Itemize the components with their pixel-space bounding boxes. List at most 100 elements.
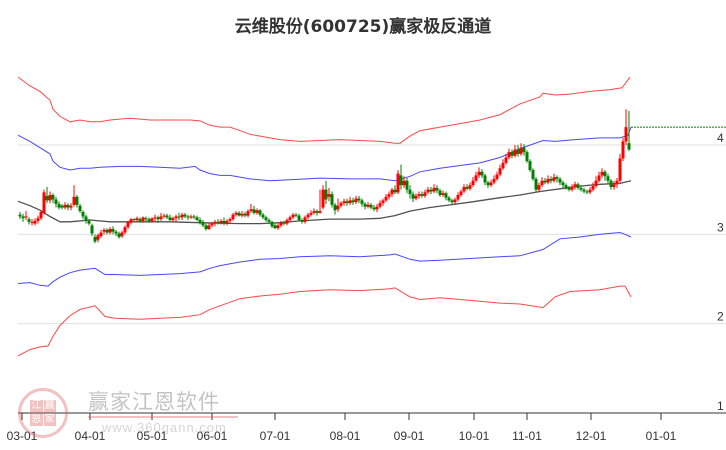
candle-up	[504, 157, 508, 163]
y-axis: 4 3 2 1	[717, 131, 724, 413]
candle-up	[468, 185, 472, 189]
candle-up	[498, 168, 502, 175]
candle-down	[87, 220, 91, 224]
candle-down	[555, 177, 559, 179]
candle-up	[24, 216, 28, 218]
candle-up	[279, 222, 283, 226]
candle-up	[123, 227, 127, 233]
candle-down	[549, 178, 553, 181]
candle-up	[48, 195, 52, 201]
candle-down	[372, 207, 376, 210]
x-tick-label: 10-01	[459, 429, 490, 443]
midline-line	[17, 180, 632, 225]
candle-down	[18, 214, 22, 217]
candle-down	[483, 175, 487, 183]
candle-up	[591, 186, 595, 190]
candle-down	[57, 203, 61, 208]
candle-down	[168, 217, 172, 221]
candle-up	[462, 186, 466, 192]
candle-up	[255, 210, 259, 213]
candle-up	[312, 211, 316, 213]
candle-down	[297, 215, 301, 221]
candle-up	[174, 216, 178, 219]
candle-down	[294, 214, 298, 216]
candle-up	[570, 186, 574, 190]
y-tick-label: 4	[717, 131, 724, 145]
gridlines	[18, 144, 726, 325]
candle-up	[126, 221, 130, 228]
candle-down	[447, 197, 451, 201]
candle-down	[138, 219, 142, 221]
candle-down	[105, 229, 109, 233]
candle-down	[525, 152, 529, 162]
candle-up	[417, 194, 421, 196]
candle-up	[153, 217, 157, 219]
candle-down	[156, 217, 160, 220]
candle-up	[474, 175, 478, 181]
candle-up	[354, 198, 358, 203]
x-tick-label: 07-01	[260, 429, 291, 443]
candle-down	[603, 171, 607, 177]
candle-down	[528, 161, 532, 171]
candle-down	[435, 187, 439, 191]
candle-down	[606, 176, 610, 181]
candle-up	[228, 219, 232, 221]
candle-up	[219, 220, 223, 223]
candle-down	[582, 189, 586, 192]
candle-down	[516, 149, 520, 154]
candle-up	[342, 201, 346, 204]
candle-down	[609, 180, 613, 187]
candle-up	[246, 211, 250, 216]
candle-down	[585, 191, 589, 193]
candle-up	[384, 196, 388, 201]
candle-up	[135, 218, 139, 221]
candle-down	[576, 184, 580, 188]
x-tick-label: 03-01	[7, 429, 38, 443]
candle-up	[471, 180, 475, 186]
candle-up	[540, 180, 544, 186]
candle-down	[282, 222, 286, 224]
candle-up	[396, 173, 400, 193]
candle-up	[291, 214, 295, 218]
candle-up	[207, 225, 211, 229]
candle-up	[180, 214, 184, 218]
candle-down	[273, 225, 277, 229]
candle-down	[450, 200, 454, 203]
candle-down	[324, 189, 328, 200]
candle-up	[249, 209, 253, 212]
candle-up	[285, 220, 289, 224]
candlesticks	[18, 109, 631, 244]
candle-down	[258, 210, 262, 215]
candle-down	[81, 212, 85, 217]
candle-up	[231, 214, 235, 220]
candle-down	[84, 216, 88, 221]
candle-up	[309, 212, 313, 215]
candle-down	[222, 220, 226, 224]
candle-down	[567, 187, 571, 190]
candle-down	[54, 199, 58, 204]
candle-up	[210, 223, 214, 226]
candle-up	[495, 174, 499, 179]
candle-down	[357, 198, 361, 201]
candle-up	[441, 193, 445, 196]
candle-up	[552, 177, 556, 181]
candle-down	[201, 222, 205, 226]
candle-down	[399, 175, 403, 186]
candle-up	[69, 205, 73, 208]
candle-down	[561, 182, 565, 186]
candle-down	[330, 194, 334, 205]
candle-down	[510, 152, 514, 156]
candle-up	[453, 199, 457, 203]
candle-down	[465, 186, 469, 189]
candle-up	[375, 206, 379, 210]
inner-upper-line	[17, 126, 632, 182]
outer-upper-line	[17, 76, 631, 144]
candle-down	[480, 171, 484, 176]
candle-down	[351, 200, 355, 203]
candle-down	[90, 225, 94, 234]
candle-up	[423, 192, 427, 196]
candle-down	[345, 201, 349, 204]
candle-down	[147, 219, 151, 221]
candle-up	[492, 178, 496, 183]
